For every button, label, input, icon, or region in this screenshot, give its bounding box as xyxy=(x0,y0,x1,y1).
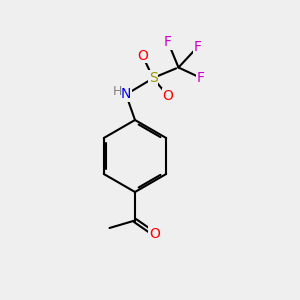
Text: O: O xyxy=(163,89,173,103)
Text: F: F xyxy=(197,71,205,85)
Text: N: N xyxy=(121,88,131,101)
Text: H: H xyxy=(113,85,122,98)
Text: O: O xyxy=(149,227,160,241)
Text: F: F xyxy=(194,40,202,53)
Text: S: S xyxy=(148,71,158,85)
Text: O: O xyxy=(137,49,148,62)
Text: F: F xyxy=(164,35,172,49)
